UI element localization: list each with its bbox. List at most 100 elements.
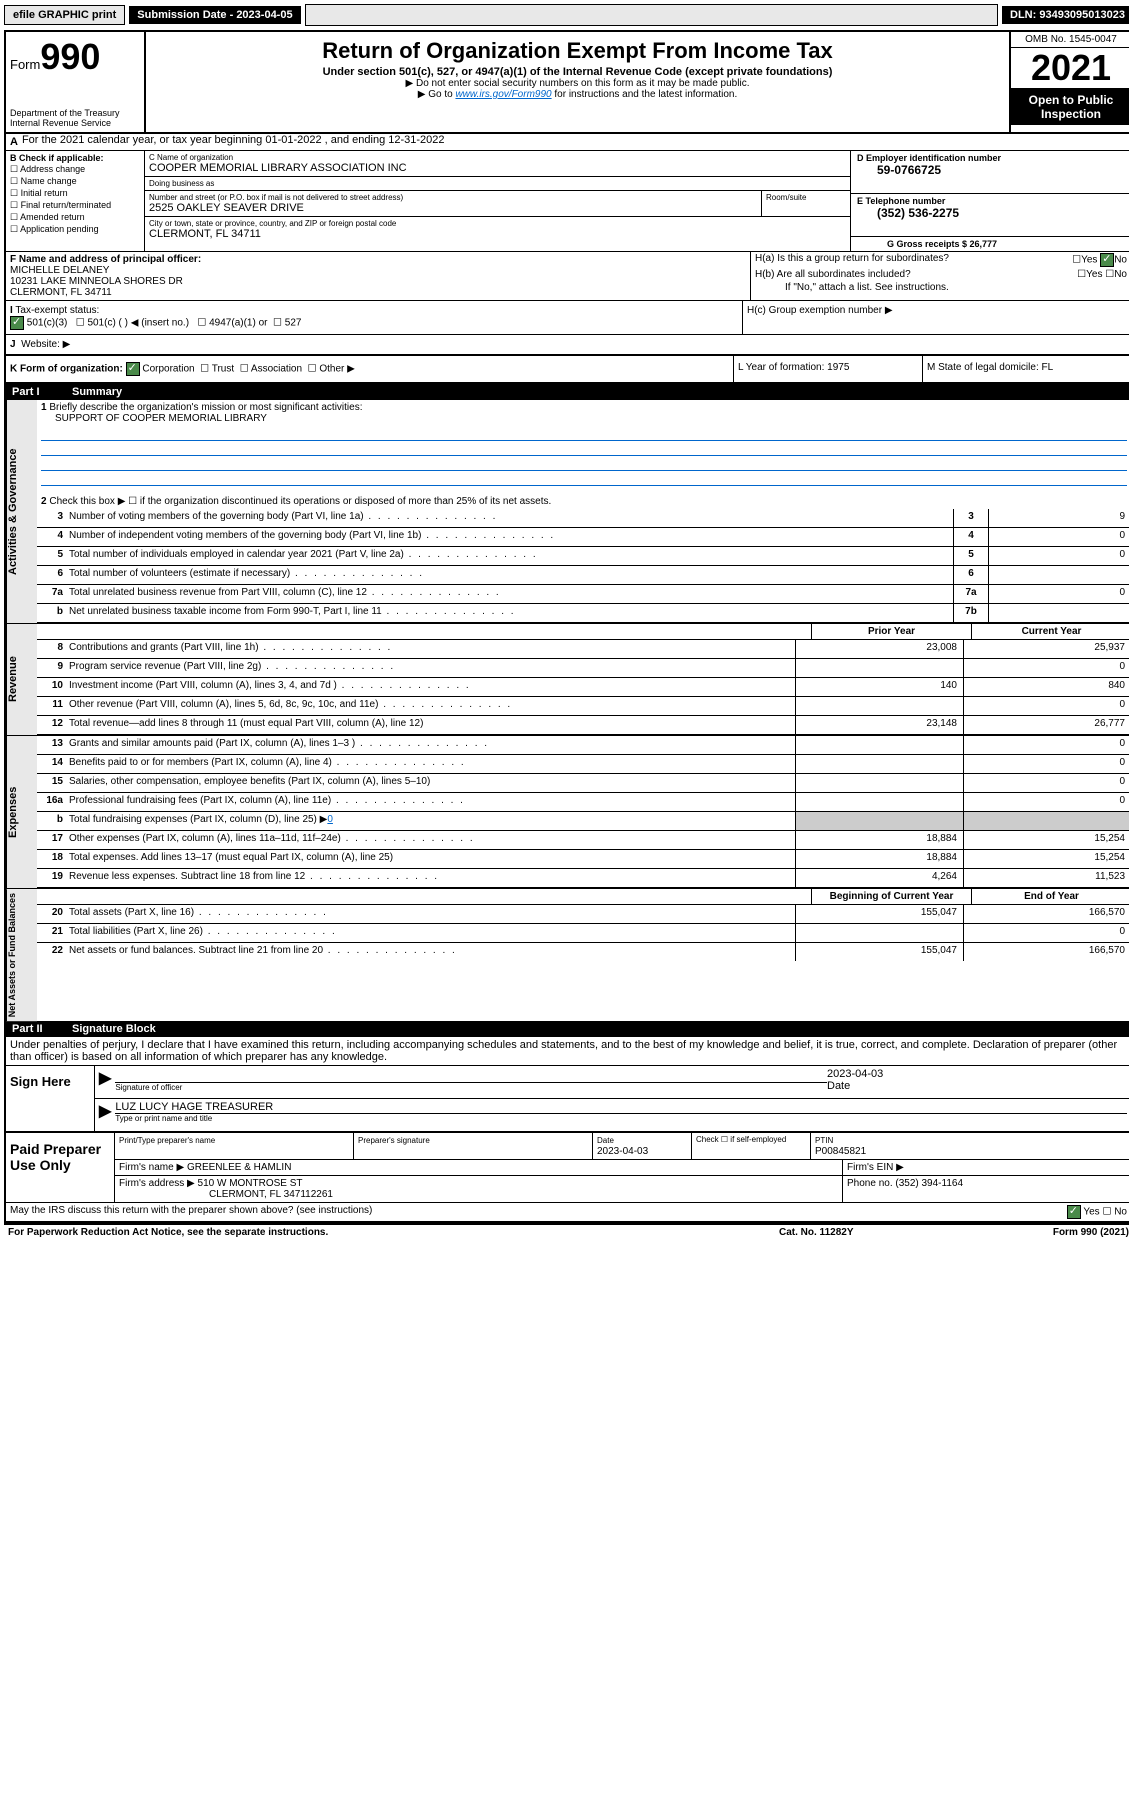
l21-text: Total liabilities (Part X, line 26) [65, 924, 795, 942]
chk-address-change[interactable]: ☐ Address change [10, 164, 140, 175]
firm-name-label: Firm's name ▶ [119, 1162, 184, 1173]
l2-num: 2 [41, 496, 47, 507]
l8-num: 8 [37, 640, 65, 658]
sig-name-field: LUZ LUCY HAGE TREASURER Type or print na… [115, 1101, 1127, 1129]
line-14: 14Benefits paid to or for members (Part … [37, 755, 1129, 774]
line-11: 11Other revenue (Part VIII, column (A), … [37, 697, 1129, 716]
bottom-row: For Paperwork Reduction Act Notice, see … [4, 1223, 1129, 1240]
ha-no-check[interactable] [1100, 253, 1114, 267]
submission-date: Submission Date - 2023-04-05 [129, 6, 300, 24]
opt-other: Other ▶ [319, 364, 354, 375]
eoy-header: End of Year [971, 889, 1129, 904]
chk-501c3[interactable] [10, 316, 24, 330]
chk-initial-return-label: Initial return [21, 188, 68, 198]
open-public: Open to Public Inspection [1011, 89, 1129, 125]
chk-initial-return[interactable]: ☐ Initial return [10, 188, 140, 199]
line-3: 3Number of voting members of the governi… [37, 509, 1129, 528]
l12-current: 26,777 [963, 716, 1129, 734]
l16b-current [963, 812, 1129, 830]
l7a-val: 0 [988, 585, 1129, 603]
l9-current: 0 [963, 659, 1129, 677]
l6-text: Total number of volunteers (estimate if … [65, 566, 953, 584]
form-title: Return of Organization Exempt From Incom… [150, 38, 1005, 64]
col-c: C Name of organization COOPER MEMORIAL L… [145, 151, 851, 251]
l7a-text: Total unrelated business revenue from Pa… [65, 585, 953, 603]
l21-eoy: 0 [963, 924, 1129, 942]
prep-date-val: 2023-04-03 [597, 1146, 648, 1157]
inst2-pre: ▶ Go to [418, 89, 456, 100]
rev-headers: Prior Year Current Year [37, 624, 1129, 640]
prep-sig: Preparer's signature [354, 1133, 593, 1159]
l16b-val[interactable]: 0 [327, 814, 333, 825]
firm-name-val: GREENLEE & HAMLIN [187, 1162, 291, 1173]
chk-final-return[interactable]: ☐ Final return/terminated [10, 200, 140, 211]
chk-application-pending[interactable]: ☐ Application pending [10, 224, 140, 235]
row-j: J Website: ▶ [6, 335, 1129, 356]
irs-link[interactable]: www.irs.gov/Form990 [455, 89, 551, 100]
officer-label: F Name and address of principal officer: [10, 254, 746, 265]
sig-officer-field: Signature of officer [115, 1068, 827, 1096]
line-10: 10Investment income (Part VIII, column (… [37, 678, 1129, 697]
l17-prior: 18,884 [795, 831, 963, 849]
hb-yes: Yes [1086, 269, 1102, 280]
l12-prior: 23,148 [795, 716, 963, 734]
line-9: 9Program service revenue (Part VIII, lin… [37, 659, 1129, 678]
activities-governance: Activities & Governance 1 Briefly descri… [6, 400, 1129, 623]
header-left: Form990 Department of the Treasury Inter… [6, 32, 146, 132]
net-assets-section: Net Assets or Fund Balances Beginning of… [6, 888, 1129, 1021]
line-18: 18Total expenses. Add lines 13–17 (must … [37, 850, 1129, 869]
gross-receipts: G Gross receipts $ 26,777 [857, 239, 1125, 249]
form-number: Form990 [10, 36, 140, 78]
col-i: I Tax-exempt status: 501(c)(3) ☐ 501(c) … [6, 301, 743, 334]
l22-boy: 155,047 [795, 943, 963, 961]
col-k: K Form of organization: Corporation ☐ Tr… [6, 356, 734, 382]
l10-prior: 140 [795, 678, 963, 696]
prep-date: Date2023-04-03 [593, 1133, 692, 1159]
l5-val: 0 [988, 547, 1129, 565]
form-container: Form990 Department of the Treasury Inter… [4, 30, 1129, 1223]
rev-content: Prior Year Current Year 8Contributions a… [37, 624, 1129, 735]
city-cell: City or town, state or province, country… [145, 217, 850, 242]
l18-current: 15,254 [963, 850, 1129, 868]
chk-name-change-label: Name change [21, 176, 77, 186]
l22-text: Net assets or fund balances. Subtract li… [65, 943, 795, 961]
dba-label: Doing business as [149, 179, 846, 188]
l5-box: 5 [953, 547, 988, 565]
ha-val: ☐Yes No [1017, 253, 1127, 267]
form-prefix: Form [10, 57, 40, 72]
org-name-cell: C Name of organization COOPER MEMORIAL L… [145, 151, 850, 177]
l17-num: 17 [37, 831, 65, 849]
l16b-text: Total fundraising expenses (Part IX, col… [65, 812, 795, 830]
mission-line-1 [41, 426, 1127, 441]
l7b-box: 7b [953, 604, 988, 622]
header-mid: Return of Organization Exempt From Incom… [146, 32, 1009, 132]
street-label: Number and street (or P.O. box if mail i… [149, 193, 757, 202]
hb-note-row: If "No," attach a list. See instructions… [751, 281, 1129, 294]
efile-btn[interactable]: efile GRAPHIC print [4, 5, 125, 25]
chk-app-pending-label: Application pending [20, 224, 99, 234]
discuss-yes-check[interactable] [1067, 1205, 1081, 1219]
sig-name-val: LUZ LUCY HAGE TREASURER [115, 1101, 1127, 1113]
l15-num: 15 [37, 774, 65, 792]
l3-num: 3 [37, 509, 65, 527]
l19-prior: 4,264 [795, 869, 963, 887]
line-7a: 7aTotal unrelated business revenue from … [37, 585, 1129, 604]
topbar: efile GRAPHIC print Submission Date - 20… [4, 4, 1129, 26]
l11-text: Other revenue (Part VIII, column (A), li… [65, 697, 795, 715]
chk-amended-return[interactable]: ☐ Amended return [10, 212, 140, 223]
l1-text: Briefly describe the organization's miss… [49, 402, 362, 413]
prep-name: Print/Type preparer's name [115, 1133, 354, 1159]
col-b: B Check if applicable: ☐ Address change … [6, 151, 145, 251]
chk-name-change[interactable]: ☐ Name change [10, 176, 140, 187]
l4-box: 4 [953, 528, 988, 546]
row-i: I Tax-exempt status: 501(c)(3) ☐ 501(c) … [6, 301, 1129, 335]
l11-current: 0 [963, 697, 1129, 715]
l11-prior [795, 697, 963, 715]
col-l: L Year of formation: 1975 [734, 356, 923, 382]
ein-label: D Employer identification number [857, 153, 1125, 163]
l9-text: Program service revenue (Part VIII, line… [65, 659, 795, 677]
chk-corporation[interactable] [126, 362, 140, 376]
l12-num: 12 [37, 716, 65, 734]
ha-label: H(a) Is this a group return for subordin… [755, 253, 1017, 267]
l4-val: 0 [988, 528, 1129, 546]
